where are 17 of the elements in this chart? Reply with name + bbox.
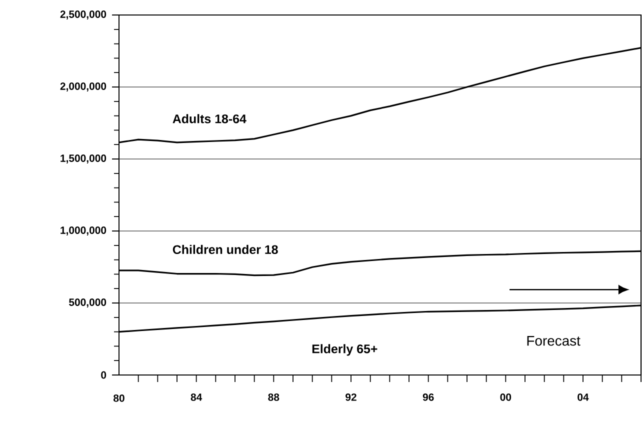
x-tick-label: 96	[422, 393, 434, 401]
y-tick-label: 1,500,000	[60, 154, 106, 164]
y-tick-label: 2,000,000	[60, 82, 106, 92]
y-tick-label: 1,000,000	[60, 226, 106, 236]
y-tick-label: 2,500,000	[60, 10, 106, 20]
y-tick-label: 0	[101, 371, 106, 379]
series-label: Children under 18	[172, 244, 278, 254]
annotation: Forecast	[527, 336, 580, 346]
y-tick-label: 500,000	[69, 298, 106, 308]
series-label: Adults 18-64	[172, 114, 246, 124]
x-tick-label: 84	[190, 393, 202, 401]
x-tick-label: 92	[346, 393, 356, 401]
text: Elderly 65+	[312, 344, 378, 356]
x-tick-label: 00	[500, 393, 512, 401]
x-tick-label: 04	[578, 393, 589, 401]
x-tick-label: 80	[114, 394, 124, 402]
x-tick-label: 88	[268, 393, 280, 401]
